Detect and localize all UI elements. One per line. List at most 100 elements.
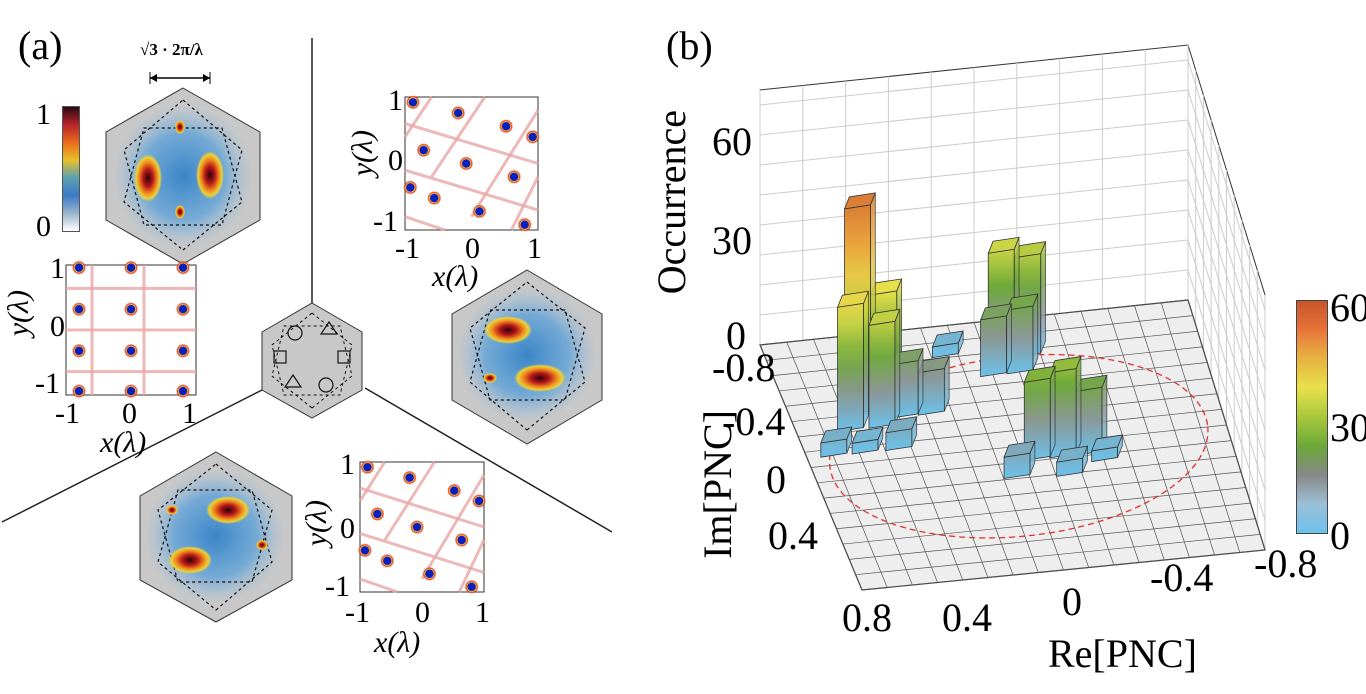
wall-grid-line	[1187, 179, 1266, 431]
pattern-fringe	[510, 176, 540, 231]
wall-grid-line	[1187, 239, 1266, 491]
pattern-spot-core	[180, 306, 186, 313]
y-tick: 0.4	[768, 513, 818, 558]
floor-grid-line	[1107, 308, 1190, 558]
pattern-spot-core	[364, 464, 371, 471]
pattern-spot-core	[128, 306, 134, 313]
pattern-top-ytick: 0	[388, 144, 403, 177]
wall-grid-line	[1187, 59, 1266, 311]
pattern-spot-core	[458, 537, 465, 543]
x-tick: 0.8	[842, 595, 892, 640]
pattern-fringe	[358, 461, 387, 502]
pattern-top-xtick: -1	[395, 232, 420, 265]
pattern-fringe	[420, 474, 486, 580]
pattern-bottom-xtick: 1	[475, 596, 490, 629]
y-tick: 0	[766, 457, 786, 502]
pattern-fringe	[470, 109, 540, 218]
pattern-spot-core	[455, 109, 462, 116]
wall-grid-line	[1187, 119, 1266, 371]
panel-a-label: (a)	[18, 23, 63, 68]
pattern-spot-core	[76, 306, 82, 313]
pattern-spot-core	[426, 570, 433, 577]
pattern-spot-core	[384, 557, 391, 564]
pattern-spot-core	[463, 160, 470, 167]
wall-grid-line	[759, 119, 1189, 166]
pattern-left-xtick: 0	[122, 397, 137, 430]
pattern-spot-core	[128, 388, 134, 395]
wall-grid-line	[1187, 149, 1266, 401]
wall-grid-line	[759, 239, 1189, 286]
pattern-spot-core	[76, 388, 82, 395]
colorbar-max-label: 1	[36, 98, 51, 131]
wall-grid-line	[1187, 89, 1266, 341]
pattern-top-ytick: 1	[388, 84, 403, 117]
pattern-top-xtick: 1	[527, 232, 542, 265]
x-tick: -0.4	[1150, 555, 1214, 600]
histogram-bar	[851, 426, 884, 455]
x-tick: -0.8	[1254, 541, 1318, 586]
wall-grid-line	[759, 209, 1189, 256]
pattern-top-xlabel: x(λ)	[432, 260, 479, 293]
x-tick: 0.4	[942, 595, 992, 640]
histogram-bar	[979, 303, 1013, 378]
pattern-spot-core	[361, 547, 368, 554]
histogram-bar	[1003, 440, 1036, 479]
pattern-spot-core	[511, 173, 518, 180]
histogram-bar	[1090, 434, 1124, 463]
pattern-fringe	[457, 539, 486, 593]
wall-grid-line	[759, 269, 1189, 316]
floor-grid-line	[849, 518, 1256, 560]
pattern-fringe	[430, 96, 487, 178]
pattern-fringe	[359, 532, 485, 574]
pattern-spot-core	[180, 264, 186, 271]
histogram-bar	[868, 308, 901, 429]
pattern-spot-core	[407, 184, 414, 191]
pattern-left-ytick: -1	[35, 367, 60, 400]
pattern-spot-core	[420, 147, 427, 154]
histogram-bar	[1023, 365, 1056, 461]
histogram-bar	[820, 426, 853, 458]
y-axis-label: Im[PNC]	[695, 410, 740, 559]
panel-b-label: (b)	[666, 23, 713, 68]
wall-grid-line	[759, 179, 1189, 226]
histogram-bar	[931, 330, 964, 359]
pattern-fringe	[359, 486, 485, 529]
wall-grid-line	[759, 59, 1189, 106]
pattern-spot-core	[529, 133, 536, 140]
pattern-fringe	[404, 215, 446, 232]
floor-grid-line	[1187, 299, 1266, 551]
colorbar-b-tick: 30	[1330, 405, 1366, 450]
wall-grid-line	[759, 149, 1189, 196]
wall-grid-line	[1187, 269, 1266, 521]
pattern-left-ytick: 1	[50, 252, 65, 285]
z-axis-label: Occurrence	[649, 110, 694, 295]
floor-grid-line	[830, 471, 1241, 514]
panel-a-colorbar	[62, 106, 80, 232]
colorbar-b-tick: 0	[1330, 513, 1350, 558]
pattern-fringe	[359, 577, 398, 594]
pattern-bottom-xlabel: x(λ)	[374, 626, 421, 659]
histogram-bar	[885, 416, 918, 451]
pattern-spot-core	[451, 487, 458, 494]
colorbar-b-tick: 60	[1330, 285, 1366, 330]
floor-grid-line	[1134, 305, 1215, 556]
pattern-fringe	[383, 461, 436, 541]
scale-bar-label: √3 · 2π/λ	[140, 40, 203, 59]
pattern-bottom-xtick: 0	[415, 596, 430, 629]
pattern-left-xtick: -1	[55, 397, 80, 430]
colorbar-min-label: 0	[36, 210, 51, 243]
pattern-bottom-xtick: -1	[345, 596, 370, 629]
pattern-bottom-ytick: 0	[340, 512, 355, 545]
panel-b-colorbar	[1296, 300, 1328, 534]
wall-grid-line	[759, 89, 1189, 136]
x-axis-label: Re[PNC]	[1048, 631, 1197, 676]
pattern-bottom-ytick: 1	[340, 448, 355, 481]
pattern-spot-core	[476, 208, 483, 215]
